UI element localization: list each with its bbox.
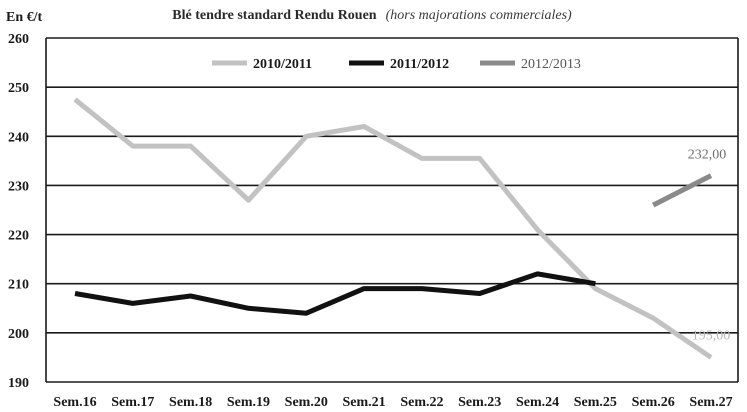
y-tick-label: 250: [8, 81, 29, 96]
x-tick-label: Sem.25: [574, 395, 617, 410]
gridlines: [45, 37, 739, 383]
value-annotation: 232,00: [688, 148, 727, 163]
series-line-2012-2013: [652, 173, 713, 208]
y-tick-label: 190: [8, 376, 29, 391]
chart-title: Blé tendre standard Rendu Rouen (hors ma…: [172, 6, 572, 23]
value-annotation: 195,00: [692, 328, 731, 343]
annotations: 232,00 195,00: [688, 148, 731, 344]
y-tick-label: 210: [8, 278, 29, 293]
x-tick-label: Sem.16: [53, 395, 96, 410]
x-tick-label: Sem.21: [343, 395, 386, 410]
series-line-2010-2011: [73, 97, 713, 360]
x-tick-label: Sem.23: [458, 395, 501, 410]
y-axis-ticks: 190 200 210 220 230 240 250 260: [8, 32, 29, 391]
series-lines: [73, 97, 713, 360]
y-tick-label: 230: [8, 179, 29, 194]
x-tick-label: Sem.17: [111, 395, 154, 410]
legend-label: 2010/2011: [253, 57, 312, 72]
y-axis-unit-label: En €/t: [6, 10, 43, 25]
chart-title-main: Blé tendre standard Rendu Rouen: [172, 8, 377, 23]
chart-subtitle: (hors majorations commerciales): [386, 8, 572, 23]
y-tick-label: 260: [8, 32, 29, 47]
x-tick-label: Sem.24: [516, 395, 559, 410]
y-tick-label: 240: [8, 130, 29, 145]
legend-label: 2011/2012: [390, 57, 449, 72]
x-tick-label: Sem.27: [689, 395, 732, 410]
x-tick-label: Sem.19: [227, 395, 270, 410]
x-tick-label: Sem.18: [169, 395, 212, 410]
legend-label: 2012/2013: [521, 57, 581, 72]
y-tick-label: 200: [8, 327, 29, 342]
x-tick-label: Sem.26: [632, 395, 675, 410]
x-axis-ticks: Sem.16 Sem.17 Sem.18 Sem.19 Sem.20 Sem.21 Sem.…: [53, 395, 732, 410]
y-tick-label: 220: [8, 229, 29, 244]
x-tick-label: Sem.20: [285, 395, 328, 410]
series-line-2011-2012: [74, 271, 596, 316]
legend-background: [206, 50, 606, 76]
x-tick-label: Sem.22: [400, 395, 443, 410]
legend: 2010/2011 2011/2012 2012/2013: [206, 50, 606, 76]
